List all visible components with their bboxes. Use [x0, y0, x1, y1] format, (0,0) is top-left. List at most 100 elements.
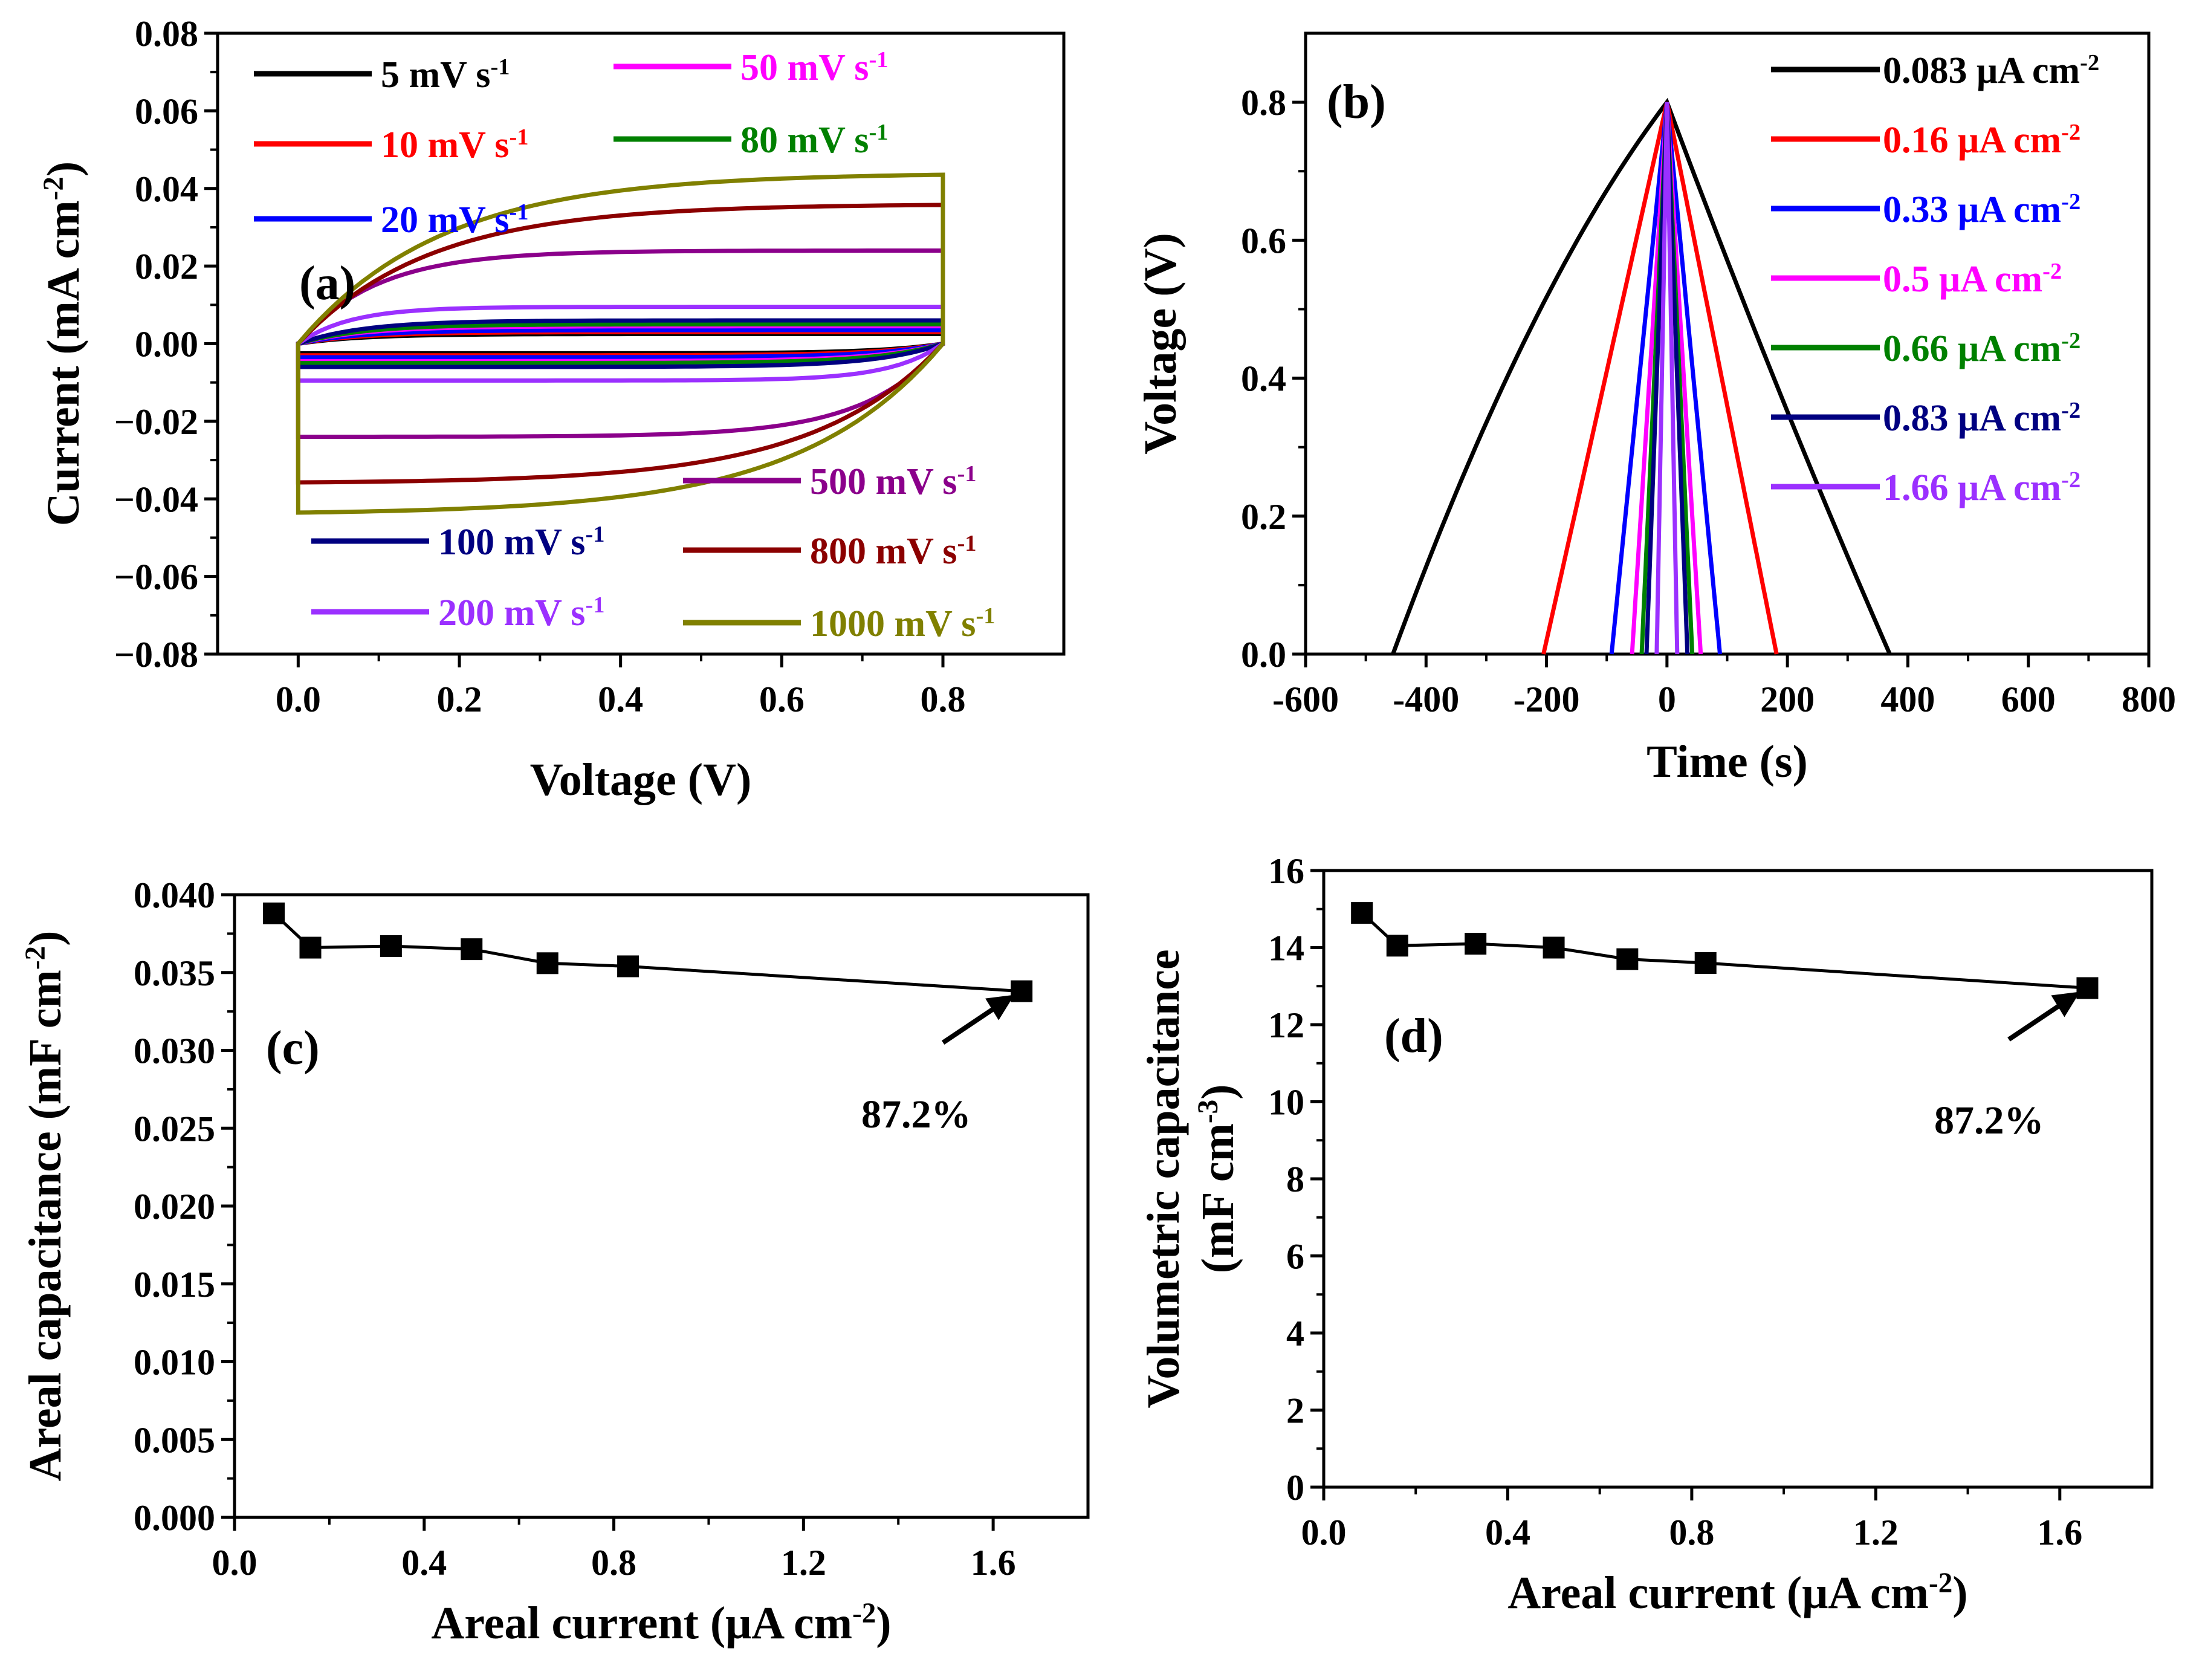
y-tick-label: 0.000: [134, 1498, 215, 1538]
cv-series-line: [296, 332, 945, 355]
y-axis-title-part: -2: [20, 946, 51, 970]
y-axis-title: Volumetric capacitance: [1138, 949, 1189, 1408]
data-point: [380, 935, 402, 957]
panel-label: (d): [1384, 1010, 1443, 1063]
x-axis-title-part: Areal current (μA cm: [1507, 1568, 1929, 1618]
legend-label-part: 5 mV s: [381, 54, 490, 96]
legend-label-part: -1: [869, 47, 888, 73]
y-tick-label: 0.6: [1241, 221, 1286, 261]
y-axis-subtitle-part: ): [1193, 1085, 1243, 1100]
x-tick-label: -200: [1514, 679, 1580, 719]
legend-label-part: 80 mV s: [740, 120, 869, 161]
y-tick-label: 0.030: [134, 1031, 215, 1071]
y-tick-label: 0.035: [134, 953, 215, 993]
legend-label-part: 0.5 μA cm: [1883, 259, 2042, 300]
y-axis-title-part: Current (mA cm: [38, 200, 89, 526]
y-tick-label: 0.8: [1241, 83, 1286, 123]
x-tick-label: 600: [2001, 679, 2056, 719]
y-tick-label: −0.06: [114, 557, 198, 597]
legend-label: 10 mV s-1: [381, 125, 528, 166]
x-axis-title-part: ): [876, 1598, 891, 1649]
y-tick-label: 0.015: [134, 1265, 215, 1305]
y-tick-label: 0.025: [134, 1109, 215, 1149]
y-tick-label: 0.00: [135, 325, 198, 365]
chart-c: 0.0 0.4 0.8 1.2 1.6 0.000 0.005 0.010 0.015 0.020…: [20, 875, 1090, 1649]
data-point: [2076, 977, 2099, 999]
legend-label-part: -1: [585, 522, 604, 547]
x-tick-label: 400: [1880, 679, 1935, 719]
x-axis-title-part: ): [1952, 1568, 1967, 1618]
cv-series-line: [296, 305, 945, 383]
y-tick-label: 0.005: [134, 1420, 215, 1460]
legend-label-part: -1: [957, 531, 976, 556]
cv-series-line: [296, 203, 945, 485]
x-tick-label: -400: [1393, 679, 1459, 719]
y-tick-label: 12: [1268, 1005, 1304, 1045]
y-axis-title-part: ): [38, 161, 89, 177]
y-tick-label: 0.010: [134, 1343, 215, 1383]
legend-label: 50 mV s-1: [740, 47, 888, 88]
x-tick-label: 0.0: [212, 1543, 257, 1583]
y-tick-label: −0.04: [114, 479, 198, 519]
x-tick-label: 0.0: [276, 679, 321, 719]
y-tick-label: 0.0: [1241, 635, 1286, 675]
panel-label: (a): [299, 257, 355, 310]
y-tick-label: 0.4: [1241, 359, 1286, 399]
chart-d: 0.0 0.4 0.8 1.2 1.6 0 2 4 6 8 10 12 14 16 87.2% (d) Area…: [1138, 851, 2154, 1618]
y-axis-subtitle: (mF cm-3): [1193, 1085, 1243, 1274]
y-tick-label: 10: [1268, 1083, 1304, 1123]
legend-label: 0.33 μA cm-2: [1883, 189, 2080, 230]
y-tick-label: −0.02: [114, 402, 198, 442]
legend-label-part: -2: [2042, 259, 2062, 284]
legend-label-part: 0.33 μA cm: [1883, 189, 2061, 230]
y-tick-label: 0.020: [134, 1187, 215, 1227]
x-tick-label: 0: [1658, 679, 1676, 719]
y-tick-label: 0.2: [1241, 497, 1286, 537]
y-tick-label: 0.08: [135, 14, 198, 54]
legend-label-part: 1000 mV s: [810, 603, 976, 644]
data-point: [1386, 935, 1408, 957]
x-tick-label: 0.6: [759, 679, 805, 719]
x-axis-title: Areal current (μA cm-2): [1507, 1568, 1967, 1618]
y-tick-label: 0: [1286, 1468, 1304, 1508]
legend-label-part: 0.83 μA cm: [1883, 398, 2061, 439]
legend-label: 0.16 μA cm-2: [1883, 120, 2080, 161]
legend-label-part: -1: [976, 603, 995, 629]
x-tick-label: 1.2: [1853, 1513, 1899, 1552]
legend-label-part: 0.16 μA cm: [1883, 120, 2061, 161]
chart-b: -600 -400 -200 0 200 400 600 800 0.0 0.2 0.4 0.6 0.8…: [1135, 31, 2176, 787]
legend-label-part: 0.083 μA cm: [1883, 50, 2080, 91]
data-point: [1465, 933, 1487, 955]
x-tick-label: 1.2: [781, 1543, 826, 1583]
annotation-arrowhead: [2051, 991, 2080, 1017]
legend-label-part: 0.66 μA cm: [1883, 328, 2061, 369]
legend-label: 500 mV s-1: [810, 461, 976, 502]
legend-label-part: 20 mV s: [381, 199, 509, 241]
cv-series-line: [296, 172, 945, 515]
data-point: [617, 955, 639, 978]
legend-label-part: -1: [585, 592, 604, 618]
y-tick-label: 0.06: [135, 91, 198, 131]
plot-frame: [1322, 869, 2154, 1489]
legend-label-part: 500 mV s: [810, 461, 957, 502]
data-point: [299, 936, 322, 959]
legend-label-part: -2: [2061, 398, 2080, 423]
legend-label-part: 1.66 μA cm: [1883, 467, 2061, 508]
y-axis-title: Current (mA cm-2): [38, 161, 89, 526]
x-tick-label: 0.8: [1669, 1513, 1714, 1552]
legend-label-part: -1: [509, 199, 528, 225]
y-axis-title-part: ): [20, 931, 71, 946]
y-axis-title-part: -2: [38, 177, 70, 200]
y-tick-label: 0.04: [135, 169, 198, 209]
x-tick-label: 200: [1760, 679, 1815, 719]
retention-annotation: 87.2%: [1934, 1098, 2044, 1143]
y-tick-label: 2: [1286, 1391, 1304, 1431]
x-tick-label: 0.2: [437, 679, 482, 719]
data-point: [263, 902, 285, 924]
x-axis-title-part: -2: [852, 1598, 876, 1629]
x-tick-label: 1.6: [971, 1543, 1016, 1583]
y-axis-subtitle-part: (mF cm: [1193, 1123, 1243, 1273]
gcd-series-line: [1654, 102, 1680, 655]
data-point: [1351, 902, 1373, 924]
